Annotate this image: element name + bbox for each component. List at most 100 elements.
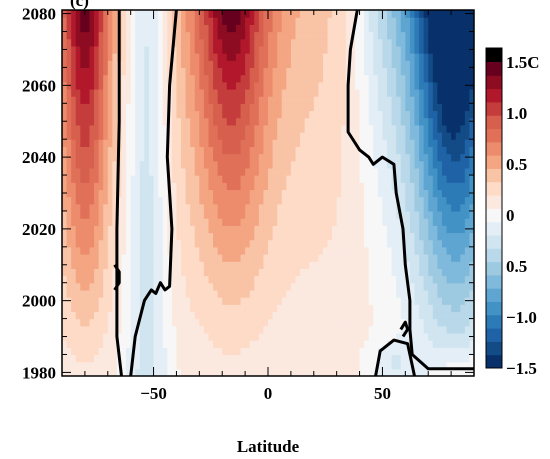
heatmap-cell	[263, 132, 269, 140]
heatmap-cell	[222, 24, 228, 33]
heatmap-cell	[263, 368, 269, 376]
heatmap-cell	[373, 24, 379, 33]
heatmap-cell	[75, 268, 81, 277]
heatmap-cell	[359, 38, 365, 47]
heatmap-cell	[98, 347, 104, 356]
heatmap-cell	[94, 246, 100, 255]
heatmap-cell	[396, 60, 402, 69]
heatmap-cell	[272, 167, 278, 176]
heatmap-cell	[423, 304, 429, 313]
heatmap-cell	[116, 304, 123, 313]
heatmap-cell	[341, 45, 347, 54]
heatmap-cell	[135, 311, 141, 320]
heatmap-cell	[423, 17, 429, 25]
heatmap-cell	[304, 167, 310, 176]
heatmap-cell	[286, 160, 292, 169]
heatmap-cell	[350, 88, 356, 97]
heatmap-cell	[414, 189, 420, 198]
heatmap-cell	[441, 182, 448, 191]
heatmap-cell	[304, 110, 310, 119]
heatmap-cell	[345, 275, 351, 284]
heatmap-cell	[286, 38, 292, 47]
heatmap-cell	[405, 311, 411, 320]
heatmap-cell	[66, 289, 72, 298]
heatmap-cell	[162, 45, 168, 54]
heatmap-cell	[231, 45, 237, 54]
heatmap-cell	[304, 160, 310, 169]
heatmap-cell	[245, 88, 251, 97]
heatmap-cell	[103, 354, 109, 363]
heatmap-cell	[318, 246, 324, 255]
heatmap-cell	[240, 117, 246, 126]
heatmap-cell	[377, 268, 384, 277]
heatmap-cell	[135, 153, 141, 162]
heatmap-cell	[240, 81, 246, 90]
heatmap-cell	[359, 225, 365, 234]
heatmap-cell	[254, 160, 260, 169]
heatmap-cell	[176, 225, 182, 234]
heatmap-cell	[75, 139, 81, 147]
heatmap-cell	[226, 17, 232, 25]
heatmap-cell	[414, 347, 420, 356]
heatmap-cell	[107, 10, 113, 18]
heatmap-cell	[162, 10, 168, 18]
heatmap-cell	[144, 88, 150, 97]
heatmap-cell	[309, 210, 315, 219]
heatmap-cell	[345, 139, 351, 147]
heatmap-cell	[126, 189, 132, 198]
heatmap-cell	[304, 31, 310, 40]
heatmap-cell	[153, 110, 159, 119]
heatmap-cell	[464, 196, 471, 205]
heatmap-cell	[455, 167, 461, 176]
heatmap-cell	[441, 368, 448, 376]
heatmap-cell	[94, 232, 100, 241]
heatmap-cell	[94, 17, 100, 25]
heatmap-cell	[185, 10, 191, 18]
heatmap-cell	[327, 268, 333, 277]
heatmap-cell	[368, 167, 374, 176]
heatmap-cell	[437, 225, 443, 234]
heatmap-cell	[75, 232, 81, 241]
heatmap-cell	[400, 74, 406, 83]
heatmap-cell	[258, 297, 265, 305]
heatmap-cell	[98, 96, 104, 104]
heatmap-cell	[272, 45, 278, 54]
heatmap-cell	[295, 268, 301, 277]
heatmap-cell	[245, 304, 251, 313]
heatmap-cell	[139, 167, 145, 176]
heatmap-cell	[89, 74, 95, 83]
heatmap-cell	[341, 318, 347, 327]
heatmap-cell	[245, 17, 251, 25]
heatmap-cell	[432, 38, 438, 47]
heatmap-cell	[71, 347, 77, 356]
heatmap-cell	[464, 289, 471, 298]
heatmap-cell	[446, 304, 452, 313]
heatmap-cell	[373, 139, 379, 147]
heatmap-cell	[62, 311, 68, 320]
heatmap-cell	[263, 275, 269, 284]
heatmap-cell	[313, 268, 319, 277]
heatmap-cell	[286, 368, 292, 376]
heatmap-cell	[341, 67, 347, 76]
heatmap-cell	[327, 239, 333, 248]
heatmap-cell	[391, 282, 397, 291]
heatmap-cell	[217, 210, 223, 219]
heatmap-cell	[368, 53, 374, 61]
heatmap-cell	[327, 175, 333, 183]
heatmap-cell	[222, 103, 228, 112]
heatmap-cell	[144, 24, 150, 33]
heatmap-cell	[254, 210, 260, 219]
heatmap-cell	[135, 261, 141, 269]
heatmap-cell	[345, 146, 351, 155]
heatmap-cell	[107, 167, 113, 176]
heatmap-cell	[84, 354, 91, 363]
heatmap-cell	[313, 246, 319, 255]
heatmap-cell	[190, 117, 196, 126]
heatmap-cell	[254, 31, 260, 40]
heatmap-cell	[181, 210, 187, 219]
heatmap-cell	[139, 189, 145, 198]
heatmap-cell	[235, 304, 242, 313]
heatmap-cell	[249, 67, 255, 76]
heatmap-cell	[235, 24, 242, 33]
colorbar: 1.5C1.00.500.5−1.0−1.5	[485, 47, 540, 378]
